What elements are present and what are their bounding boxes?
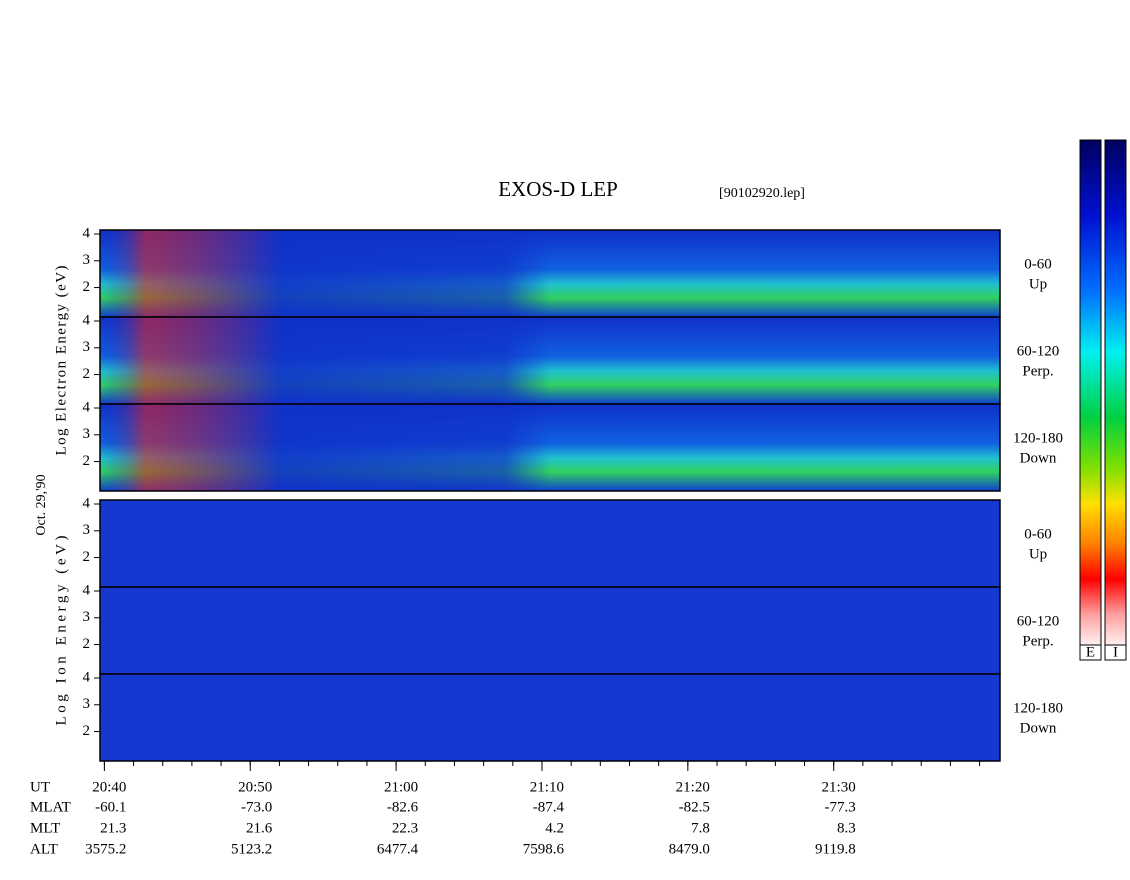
spectrogram-overlay bbox=[100, 404, 1000, 491]
y-tick-label: 4 bbox=[83, 312, 91, 328]
subtitle: [90102920.lep] bbox=[719, 186, 805, 201]
row-name: MLAT bbox=[30, 799, 71, 815]
y-tick-label: 4 bbox=[83, 399, 91, 415]
row-name: UT bbox=[30, 779, 50, 795]
y-tick-label: 3 bbox=[83, 426, 91, 442]
ephemeris-value: 7.8 bbox=[691, 820, 710, 836]
ephemeris-value: 8.3 bbox=[837, 820, 856, 836]
spectrogram-panel bbox=[100, 674, 1000, 761]
y-tick-label: 3 bbox=[83, 522, 91, 538]
ephemeris-value: -87.4 bbox=[533, 799, 565, 815]
y-axis-label: Log Electron Energy (eV) bbox=[53, 266, 69, 456]
panel-angle: 60-120 bbox=[1017, 613, 1060, 629]
panel-angle: 0-60 bbox=[1024, 526, 1052, 542]
title: EXOS-D LEP bbox=[498, 177, 618, 201]
colorbar-label: E bbox=[1086, 644, 1095, 660]
y-tick-label: 3 bbox=[83, 609, 91, 625]
panel-direction: Perp. bbox=[1022, 633, 1053, 649]
panel-direction: Up bbox=[1029, 276, 1047, 292]
y-tick-label: 4 bbox=[83, 225, 91, 241]
colorbar-label-box bbox=[1104, 644, 1127, 661]
y-tick-label: 2 bbox=[83, 549, 91, 565]
colorbar-label: I bbox=[1113, 644, 1118, 660]
ephemeris-value: 5123.2 bbox=[231, 841, 272, 857]
panel-frame bbox=[99, 403, 1001, 492]
colorbar bbox=[1104, 139, 1127, 646]
ephemeris-value: -73.0 bbox=[241, 799, 272, 815]
panel-angle: 120-180 bbox=[1013, 430, 1063, 446]
spectrogram-panel bbox=[100, 500, 1000, 587]
spectrogram-overlay bbox=[100, 230, 1000, 317]
y-tick-label: 4 bbox=[83, 582, 91, 598]
y-tick-label: 3 bbox=[83, 252, 91, 268]
panel-direction: Up bbox=[1029, 546, 1047, 562]
date-label: Oct. 29,'90 bbox=[34, 474, 49, 535]
y-tick-label: 4 bbox=[83, 669, 91, 685]
x-tick-label: 20:50 bbox=[238, 779, 272, 795]
ephemeris-value: -60.1 bbox=[95, 799, 126, 815]
x-tick-label: 21:00 bbox=[384, 779, 418, 795]
ephemeris-value: 7598.6 bbox=[523, 841, 565, 857]
y-tick-label: 3 bbox=[83, 696, 91, 712]
y-tick-label: 2 bbox=[83, 636, 91, 652]
y-axis-label: Log Ion Energy (eV) bbox=[53, 536, 69, 726]
panel-angle: 60-120 bbox=[1017, 343, 1060, 359]
ephemeris-value: 9119.8 bbox=[815, 841, 856, 857]
y-tick-label: 2 bbox=[83, 279, 91, 295]
ephemeris-value: 4.2 bbox=[545, 820, 564, 836]
colorbar bbox=[1079, 139, 1102, 646]
x-tick-label: 21:10 bbox=[530, 779, 564, 795]
ephemeris-value: 6477.4 bbox=[377, 841, 419, 857]
ephemeris-value: 21.6 bbox=[246, 820, 273, 836]
panel-direction: Down bbox=[1020, 450, 1057, 466]
ephemeris-value: 21.3 bbox=[100, 820, 126, 836]
ephemeris-value: 8479.0 bbox=[669, 841, 710, 857]
y-tick-label: 4 bbox=[83, 495, 91, 511]
ephemeris-value: -82.5 bbox=[679, 799, 710, 815]
panel-direction: Perp. bbox=[1022, 363, 1053, 379]
panel-angle: 0-60 bbox=[1024, 256, 1052, 272]
x-tick-label: 21:20 bbox=[676, 779, 710, 795]
y-tick-label: 3 bbox=[83, 339, 91, 355]
x-tick-label: 20:40 bbox=[92, 779, 126, 795]
y-tick-label: 2 bbox=[83, 453, 91, 469]
ephemeris-value: -77.3 bbox=[824, 799, 855, 815]
spectrogram-panel bbox=[100, 587, 1000, 674]
colorbar-label-box bbox=[1079, 644, 1102, 661]
spectrogram-overlay bbox=[100, 317, 1000, 404]
ephemeris-value: -82.6 bbox=[387, 799, 419, 815]
y-tick-label: 2 bbox=[83, 366, 91, 382]
x-tick-label: 21:30 bbox=[822, 779, 856, 795]
row-name: ALT bbox=[30, 841, 58, 857]
row-name: MLT bbox=[30, 820, 60, 836]
y-tick-label: 2 bbox=[83, 723, 91, 739]
ephemeris-value: 22.3 bbox=[392, 820, 418, 836]
panel-direction: Down bbox=[1020, 720, 1057, 736]
panel-angle: 120-180 bbox=[1013, 700, 1063, 716]
ephemeris-value: 3575.2 bbox=[85, 841, 126, 857]
